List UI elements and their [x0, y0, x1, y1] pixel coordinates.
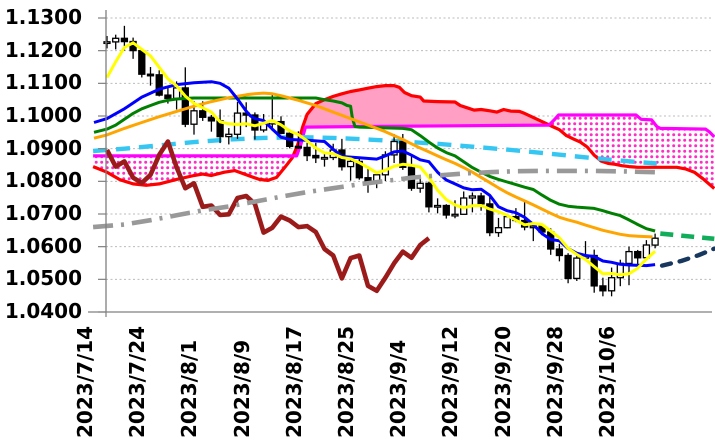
candle-down — [294, 145, 303, 149]
candle-down — [477, 195, 485, 205]
red-span-line — [92, 84, 715, 190]
y-axis-tick-label: 1.0500 — [4, 266, 82, 291]
y-axis-tick-label: 1.0400 — [4, 299, 82, 323]
darkred-lagging-line — [104, 139, 431, 294]
candle-up — [625, 250, 633, 265]
candle-up — [346, 160, 355, 168]
cloud-bearish-fill — [93, 154, 294, 186]
cloud-bullish-fill — [293, 85, 550, 156]
candle-down — [155, 74, 163, 96]
candle-down — [181, 87, 189, 125]
candle-up — [607, 277, 616, 292]
y-axis-tick-label: 1.0600 — [4, 233, 82, 258]
x-axis-tick-label: 2023/9/28 — [543, 325, 567, 438]
x-axis-tick-label: 2023/10/6 — [595, 325, 619, 438]
x-axis-tick-label: 2023/8/17 — [282, 325, 306, 438]
candle-down — [486, 203, 494, 234]
candle-up — [390, 140, 398, 156]
candle-down — [199, 110, 207, 118]
candle-up — [494, 227, 503, 234]
candle-down — [634, 250, 642, 259]
candle-up — [433, 204, 442, 208]
candle-down — [312, 154, 320, 159]
candle-down — [555, 248, 564, 257]
y-axis-tick-label: 1.1000 — [4, 103, 82, 127]
candle-up — [503, 215, 511, 229]
candle-up — [573, 257, 581, 280]
magenta-span-line — [93, 113, 715, 158]
candle-down — [120, 37, 129, 43]
x-axis-tick-label: 2023/7/24 — [125, 325, 149, 438]
candle-down — [146, 73, 155, 77]
gray-dashdot-line — [92, 168, 657, 230]
candle-up — [468, 195, 477, 199]
candle-down — [399, 140, 407, 168]
yellow-ma-line — [105, 41, 657, 277]
candle-down — [303, 146, 311, 157]
candle-down — [442, 204, 450, 216]
candle-down — [425, 182, 433, 208]
candle-up — [103, 41, 111, 45]
candle-up — [451, 213, 459, 217]
x-axis-tick-label: 2023/9/20 — [491, 325, 515, 438]
green-ma-line — [93, 96, 656, 233]
x-axis-tick-label: 2023/7/14 — [73, 325, 97, 438]
y-axis-tick-label: 1.0900 — [4, 135, 82, 160]
y-axis-tick-label: 1.1300 — [4, 5, 82, 29]
x-axis-tick-label: 2023/8/9 — [230, 339, 254, 438]
candle-up — [320, 156, 329, 160]
candle-up — [112, 37, 120, 43]
y-axis-tick-label: 1.0800 — [4, 168, 82, 193]
x-axis-tick-label: 2023/8/25 — [334, 325, 358, 438]
candle-down — [251, 114, 259, 131]
orange-ma-line — [93, 91, 653, 239]
candle-down — [599, 285, 607, 292]
y-axis-tick-label: 1.0700 — [4, 201, 82, 225]
cyan-dashed-line — [92, 135, 657, 166]
candle-down — [164, 94, 172, 100]
candle-down — [590, 254, 598, 287]
x-axis-tick-label: 2023/9/4 — [386, 339, 410, 438]
candle-up — [225, 133, 233, 138]
x-axis-tick-label: 2023/8/1 — [177, 339, 201, 438]
y-axis-tick-label: 1.1100 — [4, 70, 82, 95]
navy-dashed-projection-line — [659, 246, 715, 268]
candle-up — [190, 110, 198, 125]
green-dashed-projection-line — [660, 231, 715, 242]
candle-down — [138, 50, 146, 75]
cloud-bearish-fill — [549, 115, 715, 189]
y-axis-tick-label: 1.1200 — [4, 37, 82, 62]
candle-down — [564, 254, 572, 280]
candle-down — [207, 116, 216, 122]
candle-up — [416, 182, 424, 189]
candle-up — [651, 237, 659, 246]
x-axis-tick-label: 2023/9/12 — [438, 325, 462, 438]
